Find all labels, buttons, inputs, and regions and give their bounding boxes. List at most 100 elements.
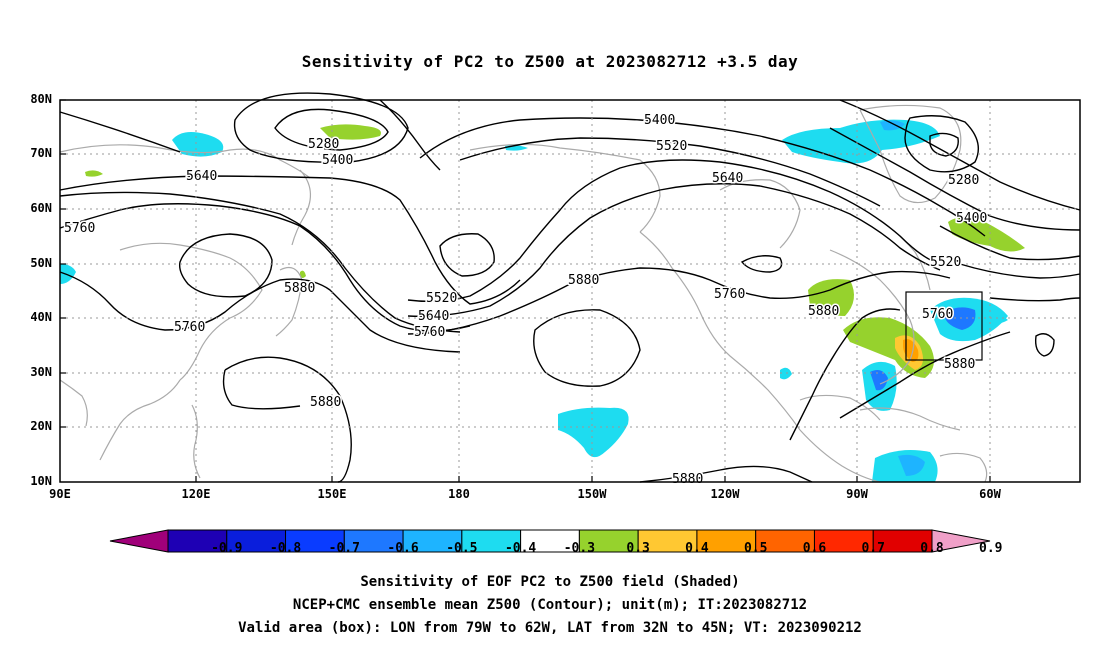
lon-label: 120W: [710, 487, 740, 501]
lon-label: 150E: [317, 487, 347, 501]
axis-ticks: [60, 99, 991, 482]
colorbar-tick-label: 0.5: [743, 541, 768, 556]
contour-5280-mid: [459, 137, 881, 207]
contour-label: 5520: [656, 139, 687, 154]
shade-pos-siberia: [85, 170, 103, 177]
contour-east-1: [839, 99, 1081, 211]
contour-5760-mid: [407, 267, 951, 335]
coast-southeast-asia: [59, 379, 88, 427]
colorbar-tick-label: -0.8: [269, 541, 302, 556]
contour-5880-na: [639, 465, 813, 483]
lon-label: 180: [448, 487, 470, 501]
lat-label: 60N: [30, 201, 52, 215]
contour-label: 5640: [418, 309, 449, 324]
contour-5880-gulf: [789, 308, 901, 441]
lon-label: 90E: [49, 487, 71, 501]
contour-label: 5760: [922, 307, 953, 322]
contour-5640-mid: [407, 183, 941, 317]
lon-label: 150W: [577, 487, 607, 501]
contour-label: 5640: [186, 169, 217, 184]
contour-label: 5400: [322, 153, 353, 168]
contour-label: 5760: [414, 325, 445, 340]
contour-top-mid: [379, 99, 441, 171]
colorbar-tick-label: -0.5: [446, 541, 478, 556]
lat-label: 70N: [30, 146, 52, 160]
shade-pos-orange: [903, 339, 919, 362]
contour-label: 5520: [426, 291, 457, 306]
colorbar-tick-label: 0.3: [626, 541, 650, 556]
shade-neg-pacific-tropic: [558, 407, 629, 458]
contour-label: 5880: [284, 281, 315, 296]
colorbar-arrow-left: [109, 529, 169, 553]
chart-title: Sensitivity of PC2 to Z500 at 2023082712…: [301, 52, 799, 71]
lon-label: 90W: [846, 487, 868, 501]
map-frame: [59, 99, 1081, 483]
colorbar-tick-label: 0.6: [802, 541, 827, 556]
contour-label: 5400: [644, 113, 675, 128]
contour-5880-atlantic: [839, 331, 1011, 419]
shade-neg-greenland: [782, 119, 940, 164]
coast-kamchatka: [291, 169, 311, 246]
colorbar-tick-label: -0.4: [504, 541, 537, 556]
coast-cuba: [859, 407, 961, 431]
contour-label: 5400: [956, 211, 987, 226]
contour-east-4: [959, 263, 1081, 279]
footer-line-2: NCEP+CMC ensemble mean Z500 (Contour); u…: [292, 597, 808, 613]
contour-low-east-asia: [178, 233, 273, 298]
shade-neg-greenland-dark: [880, 120, 905, 131]
coast-japan: [275, 267, 303, 337]
footer-line-1: Sensitivity of EOF PC2 to Z500 field (Sh…: [360, 574, 740, 590]
contour-east-low-inner: [929, 132, 959, 157]
contour-5760-west: [59, 203, 471, 332]
colorbar-tick-label: 0.4: [685, 541, 709, 556]
colorbar-tick-label: 0.9: [979, 541, 1003, 556]
shade-neg-caribbean-dark: [870, 370, 888, 391]
shade-pos-okhotsk: [320, 124, 381, 140]
coast-na-east: [829, 249, 915, 385]
contour-label: 5760: [174, 320, 205, 335]
shade-pos-atlantic-north: [948, 217, 1025, 252]
contour-east-low: [904, 115, 979, 173]
lon-label: 120E: [181, 487, 211, 501]
coast-gulf: [799, 394, 881, 421]
contour-label: 5880: [568, 273, 599, 288]
coast-central-america: [799, 429, 881, 483]
coast-alaska: [469, 143, 661, 233]
contour-east-5: [989, 297, 1081, 302]
colorbar-tick-label: -0.9: [211, 541, 243, 556]
colorbar-tick-label: -0.6: [387, 541, 419, 556]
coast-na-west: [639, 231, 801, 431]
contour-label: 5520: [930, 255, 961, 270]
footer-line-3: Valid area (box): LON from 79W to 62W, L…: [238, 620, 862, 636]
contour-top-west: [59, 111, 181, 153]
gridlines: [60, 100, 1080, 482]
lat-label: 40N: [30, 310, 52, 324]
contour-5640-west: [59, 175, 521, 305]
contour-east-ring: [1034, 333, 1055, 357]
lat-label: 30N: [30, 365, 52, 379]
coast-south-america: [939, 452, 988, 483]
contours: [59, 92, 1081, 483]
valid-area-box: [905, 291, 983, 361]
contour-label: 5880: [808, 304, 839, 319]
coast-asia-north: [59, 144, 311, 179]
colorbar: [109, 529, 991, 553]
lon-label: 60W: [979, 487, 1001, 501]
contour-5880-south: [224, 356, 352, 483]
contour-5880-west: [59, 271, 461, 353]
coastlines: [59, 104, 988, 483]
contour-label: 5760: [714, 287, 745, 302]
shade-neg-small-3: [988, 314, 1008, 324]
colorbar-tick-label: -0.3: [563, 541, 596, 556]
contour-label: 5880: [672, 472, 703, 487]
shade-neg-aleutian: [172, 132, 224, 157]
contour-label: 5280: [948, 173, 979, 188]
coast-china-south: [99, 379, 181, 461]
contour-5400-west: [233, 92, 409, 163]
shade-pos-small-japan: [300, 270, 306, 278]
contour-low-pacific: [439, 233, 495, 277]
contour-label: 5760: [64, 221, 95, 236]
colorbar-tick-label: 0.7: [861, 541, 885, 556]
colorbar-tick-label: 0.8: [920, 541, 944, 556]
